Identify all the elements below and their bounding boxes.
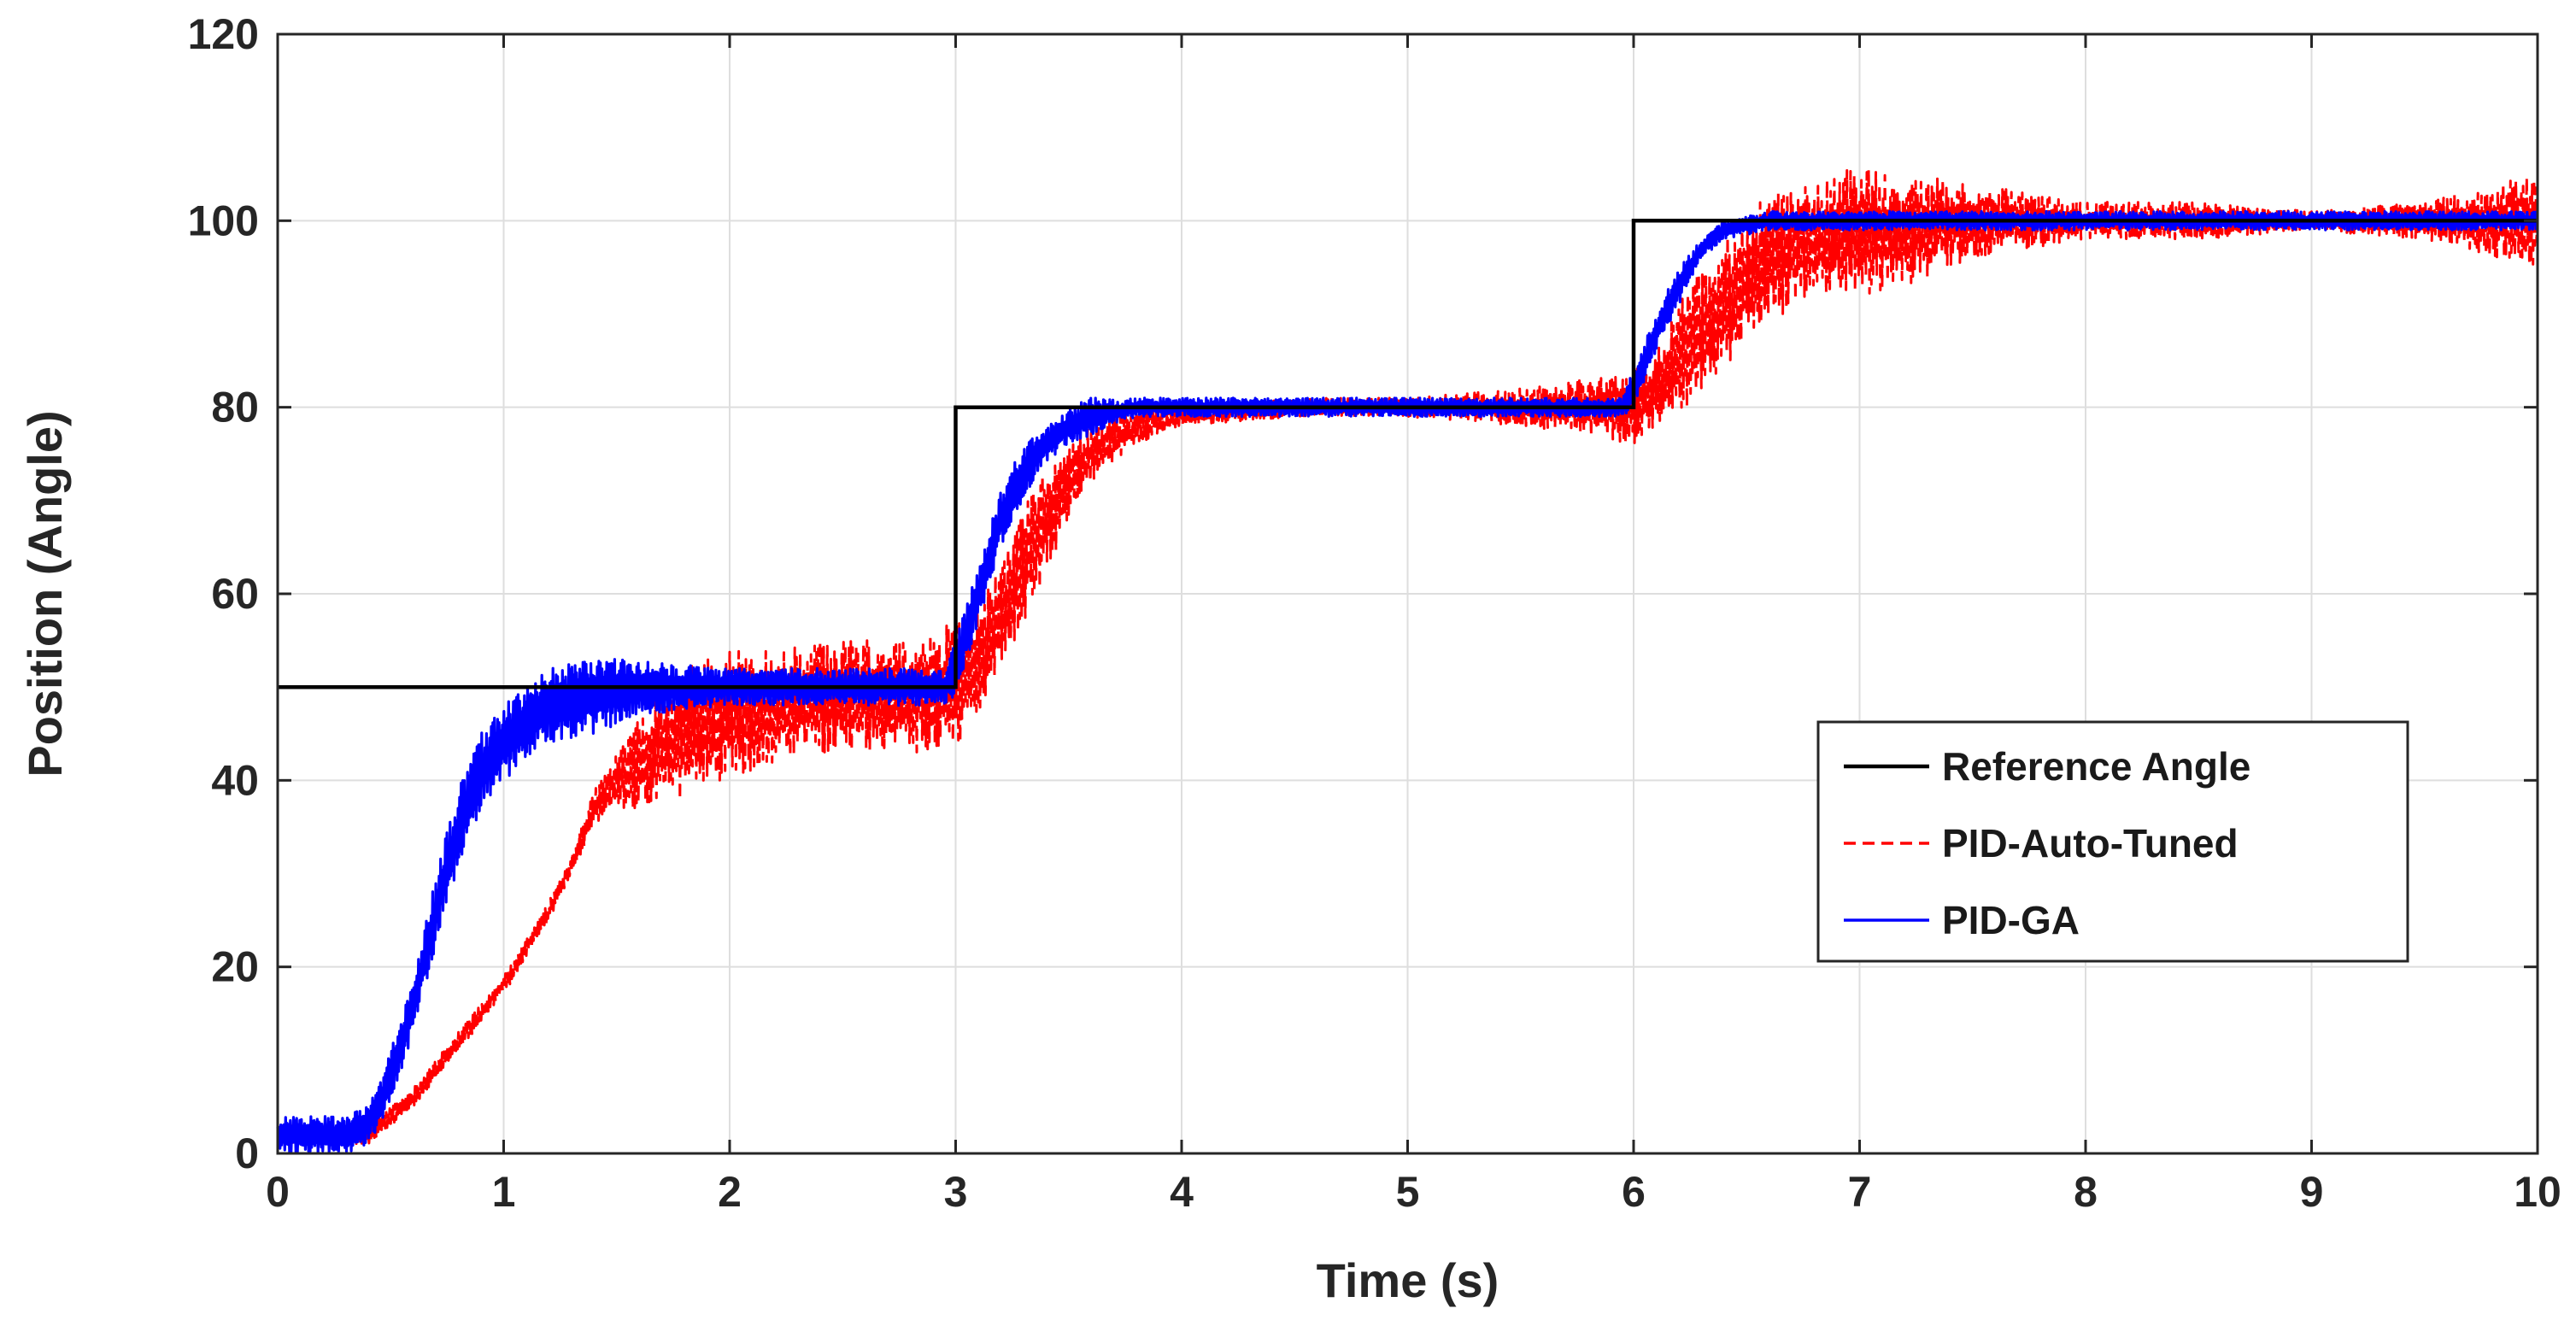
series-line-pid-auto-tuned [276,167,2539,1146]
y-tick-label-3: 60 [211,570,259,618]
y-tick-label-2: 40 [211,756,259,804]
x-tick-label-6: 6 [1622,1168,1646,1216]
legend-label-pid-ga: PID-GA [1942,898,2080,942]
x-tick-label-4: 4 [1170,1168,1194,1216]
y-axis-title: Position (Angle) [18,410,72,777]
x-tick-label-0: 0 [266,1168,290,1216]
x-tick-label-1: 1 [492,1168,516,1216]
legend-label-reference-angle: Reference Angle [1942,744,2250,789]
legend: Reference Angle PID-Auto-Tuned PID-GA [1816,720,2409,963]
x-tick-label-10: 10 [2514,1168,2561,1216]
series-group [276,167,2539,1155]
y-tick-label-0: 0 [235,1129,259,1177]
y-tick-label-5: 100 [188,197,259,244]
x-tick-label-8: 8 [2074,1168,2098,1216]
x-tick-label-5: 5 [1396,1168,1420,1216]
y-tick-label-6: 120 [188,10,259,58]
y-tick-label-4: 80 [211,384,259,431]
x-axis-title: Time (s) [1317,1253,1499,1307]
series-line-reference-angle [278,219,2538,689]
y-tick-label-1: 20 [211,943,259,991]
x-tick-label-9: 9 [2300,1168,2324,1216]
x-tick-label-7: 7 [1848,1168,1872,1216]
legend-label-pid-auto-tuned: PID-Auto-Tuned [1942,821,2239,865]
x-tick-label-3: 3 [944,1168,968,1216]
x-tick-label-2: 2 [718,1168,742,1216]
